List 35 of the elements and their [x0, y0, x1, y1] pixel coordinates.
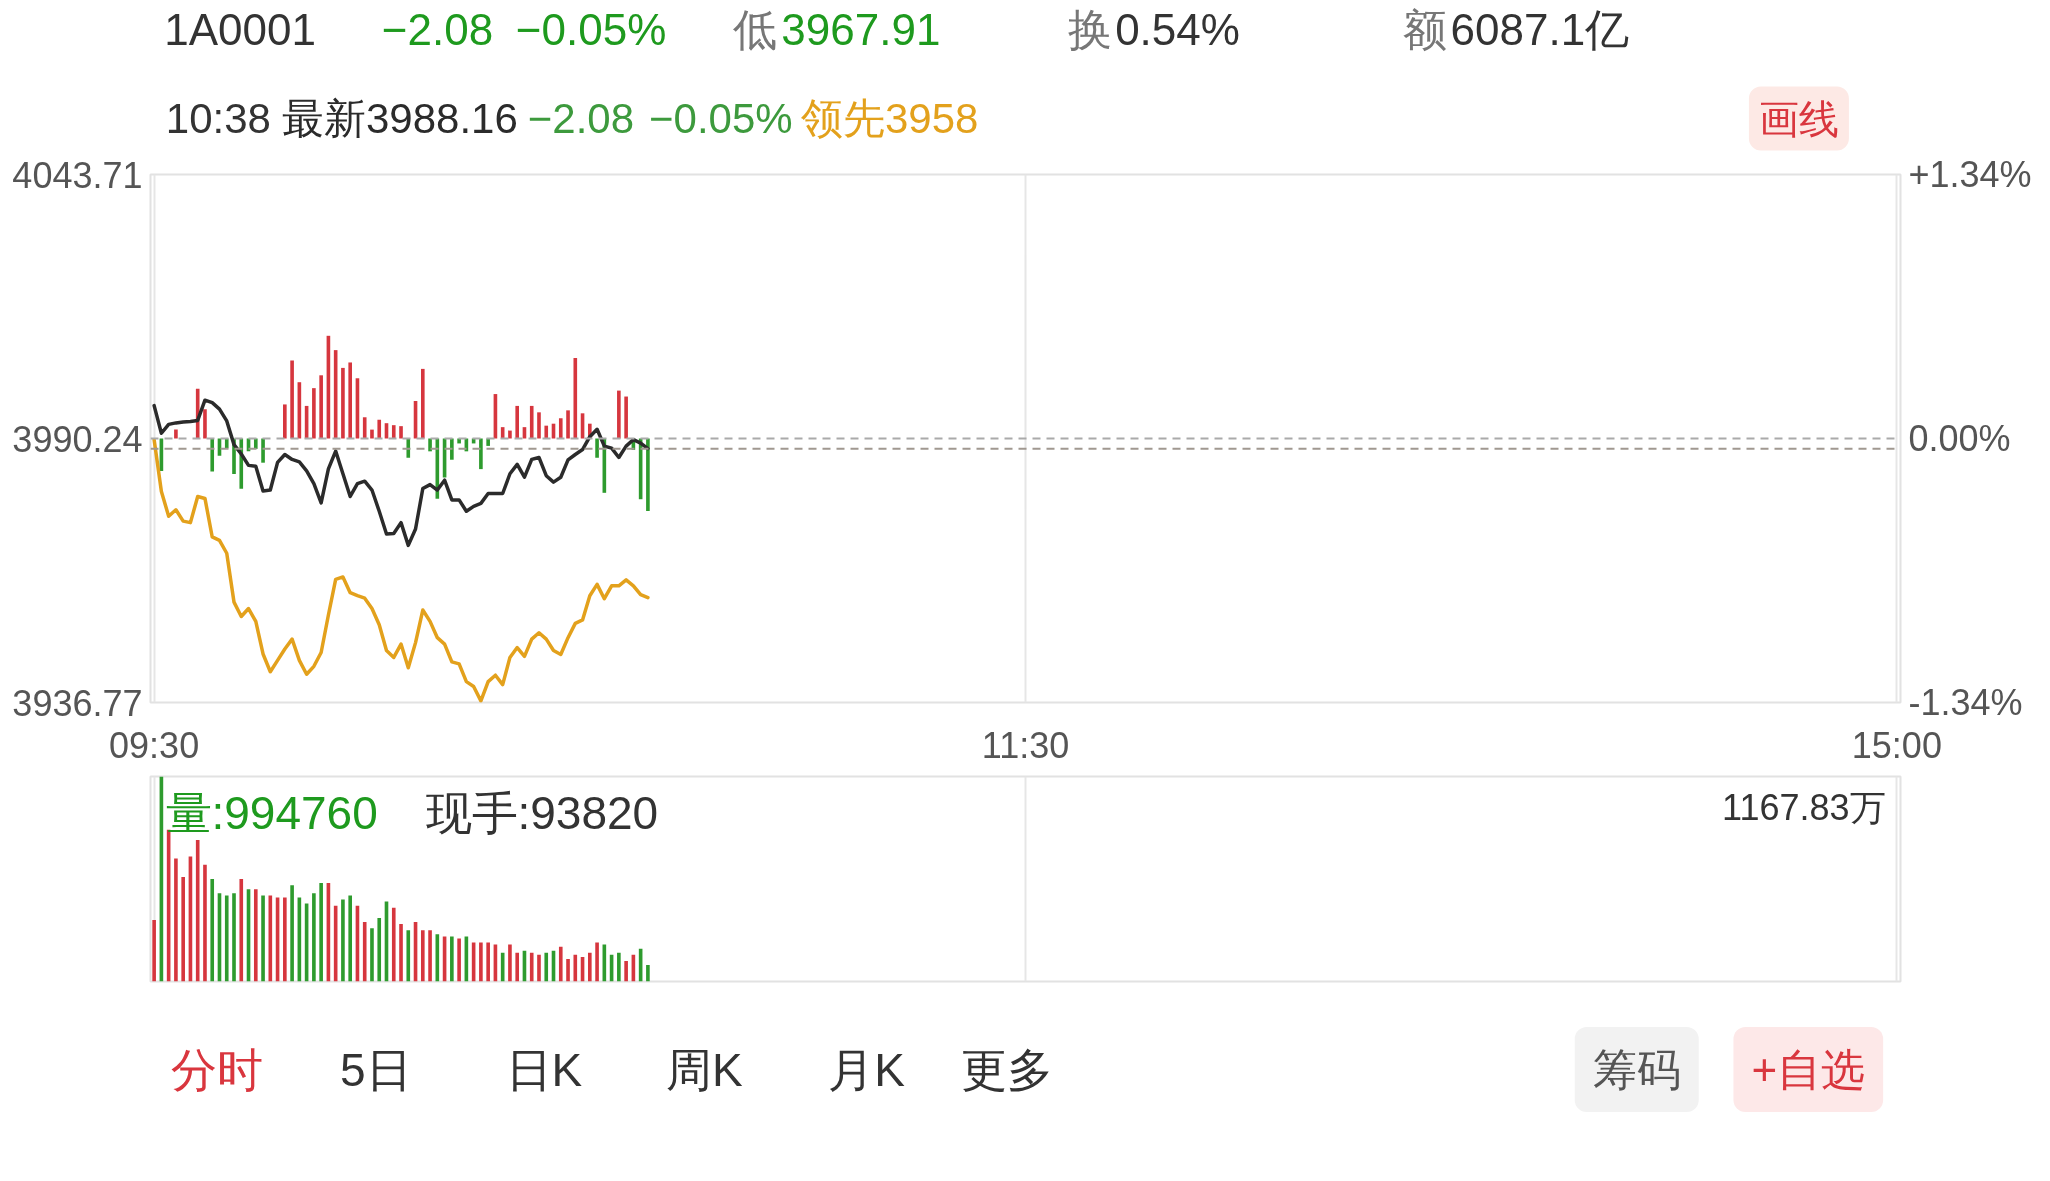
text: 额	[1402, 5, 1447, 54]
x-tick-label: 11:30	[981, 724, 1070, 766]
text: −2.08	[381, 5, 494, 54]
text: −2.08	[527, 95, 635, 142]
annotation: 量:994760	[165, 787, 378, 840]
y-tick-label: 4043.71	[12, 154, 143, 196]
text: 3967.91	[781, 5, 941, 54]
text: 领先3958	[800, 95, 979, 142]
text: 月K	[828, 1043, 906, 1096]
text: 最新3988.16	[281, 95, 518, 142]
annotation: 1167.83万	[1722, 786, 1886, 828]
text: 画线	[1758, 96, 1839, 141]
y2-tick-label: +1.34%	[1908, 154, 2032, 195]
text: 0.54%	[1115, 5, 1240, 54]
text: 换	[1068, 5, 1113, 54]
text: −0.05%	[649, 95, 793, 142]
y2-tick-label: 0.00%	[1908, 418, 2011, 459]
text: 6087.1亿	[1450, 5, 1630, 54]
annotation: 现手:93820	[425, 787, 659, 840]
text: 10:38	[165, 95, 271, 142]
text: 更多	[961, 1043, 1054, 1096]
x-tick-label: 15:00	[1851, 724, 1942, 766]
y-tick-label: 3936.77	[12, 682, 143, 724]
text: 低	[732, 5, 777, 54]
y2-tick-label: -1.34%	[1908, 682, 2023, 723]
text: 筹码	[1592, 1045, 1681, 1094]
text: 5日	[340, 1043, 412, 1096]
text: 日K	[505, 1043, 583, 1096]
text: 周K	[666, 1043, 744, 1096]
x-tick-label: 09:30	[109, 724, 200, 766]
text: +自选	[1751, 1045, 1866, 1094]
chart-title: 1A0001	[164, 5, 316, 54]
text: −0.05%	[515, 5, 667, 54]
text: 分时	[170, 1043, 263, 1096]
y-tick-label: 3990.24	[12, 418, 143, 460]
